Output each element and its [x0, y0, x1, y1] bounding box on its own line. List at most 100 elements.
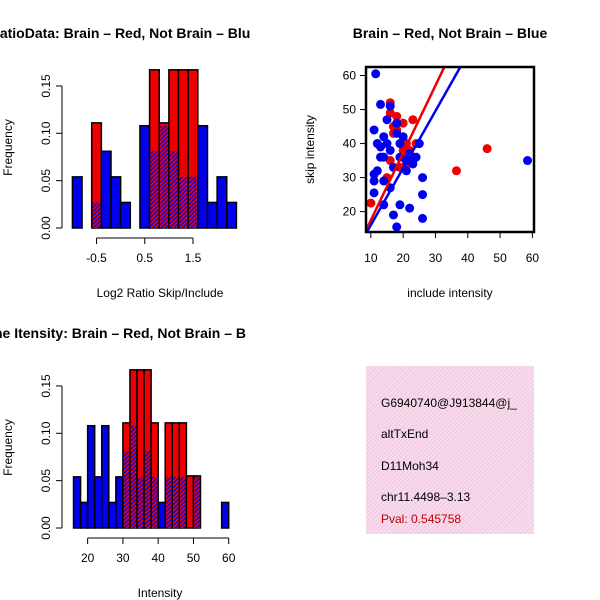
x-tick-label: 30	[116, 551, 130, 565]
x-axis: -0.5 0.5 1.5	[86, 237, 202, 265]
scatter-point-not-brain	[379, 176, 389, 186]
y-tick-label: 0.10	[39, 121, 53, 145]
scatter-point-not-brain	[388, 210, 398, 220]
y-axis-label: Frequency	[1, 119, 15, 176]
histogram-bar-not-brain	[86, 424, 96, 529]
scatter-point-not-brain	[371, 69, 381, 79]
histogram-bar-overlap	[166, 476, 172, 528]
y-tick-label: 20	[343, 205, 357, 219]
scatter-point-not-brain	[382, 139, 392, 149]
scatter-point-not-brain	[395, 139, 405, 149]
histogram-bar-not-brain	[110, 176, 122, 229]
x-tick-label: 0.5	[136, 251, 153, 265]
plot-frame	[364, 65, 536, 234]
histogram-bar-not-brain	[226, 201, 238, 229]
ratio-hist: 0.00 0.05 0.10 0.15 -0.5 0.5 1.5 RatioData: Bra…	[0, 25, 250, 300]
scatter-point-brain	[482, 144, 492, 154]
histogram-bar-not-brain	[108, 501, 117, 529]
histogram-bar-overlap	[138, 476, 144, 528]
histogram-bar-overlap	[130, 425, 137, 528]
y-tick-label: 0.00	[39, 516, 53, 540]
y-tick-label: 40	[343, 137, 357, 151]
scatter-point-not-brain	[523, 156, 533, 166]
scatter-point-not-brain	[392, 118, 402, 128]
y-axis-label: Frequency	[1, 419, 15, 476]
event-info-panel: G6940740@J913844@j_ altTxEnd D11Moh34 ch…	[366, 366, 534, 534]
scatter-point-not-brain	[392, 128, 402, 138]
scatter-plot-area	[366, 67, 533, 232]
x-axis-label: Log2 Ratio Skip/Include	[97, 286, 224, 300]
chart-title: RatioData: Brain – Red, Not Brain – Blu	[0, 25, 250, 41]
scatter-point-not-brain	[385, 101, 395, 111]
y-axis: 0.00 0.05 0.10 0.15	[39, 374, 63, 540]
histogram-bar-not-brain	[119, 201, 132, 229]
histogram-bar-overlap	[169, 151, 178, 228]
scatter-point-not-brain	[411, 152, 421, 162]
histogram-bar-not-brain	[79, 501, 89, 529]
histogram-bar-not-brain	[206, 201, 218, 229]
y-tick-label: 0.00	[39, 216, 53, 240]
y-tick-label: 0.05	[39, 469, 53, 493]
intensity-hist: 0.00 0.05 0.10 0.15 20 30 40 50 60 ne Itensity: B…	[0, 325, 246, 600]
scatter-point-not-brain	[392, 222, 402, 232]
histogram-bar-overlap	[145, 451, 151, 528]
scatter-point-not-brain	[395, 200, 405, 210]
x-tick-label: 40	[461, 251, 475, 265]
scatter-point-not-brain	[369, 125, 379, 135]
y-axis: 0.00 0.05 0.10 0.15	[39, 74, 63, 240]
histogram-bar-not-brain	[216, 176, 228, 229]
y-tick-label: 0.15	[39, 74, 53, 98]
scatter-point-not-brain	[372, 166, 382, 176]
scatter-point-not-brain	[408, 159, 418, 169]
chart-title: Brain – Red, Not Brain – Blue	[353, 25, 548, 41]
scatter-point-not-brain	[418, 173, 428, 183]
histogram-bar-not-brain	[115, 476, 124, 529]
y-tick-label: 50	[343, 103, 357, 117]
x-axis: 10 20 30 40 50 60	[364, 232, 539, 265]
x-tick-label: 60	[526, 251, 540, 265]
fit-line-brain	[366, 67, 446, 231]
scatter-point-brain	[398, 118, 408, 128]
gene-name: D11Moh34	[381, 459, 439, 473]
x-tick-label: 1.5	[185, 251, 202, 265]
x-tick-label: 30	[429, 251, 443, 265]
scatter-point-not-brain	[418, 190, 428, 200]
histogram-bar-overlap	[123, 451, 129, 528]
histogram-bar-not-brain	[72, 476, 82, 529]
histogram-bar-brain	[185, 475, 195, 529]
scatter: 20 30 40 50 60 10 20 30 40 50 60 Brain – Red, Not B…	[303, 25, 547, 300]
x-tick-label: 20	[396, 251, 410, 265]
x-axis-label: include intensity	[407, 286, 492, 300]
scatter-point-brain	[392, 111, 402, 121]
histogram-bar-overlap	[152, 476, 158, 528]
histogram-bar-overlap	[179, 176, 188, 228]
y-axis-label: skip intensity	[303, 115, 317, 184]
scatter-point-not-brain	[379, 132, 389, 142]
histogram-bar-overlap	[180, 476, 186, 528]
x-tick-label: 20	[81, 551, 95, 565]
y-axis: 20 30 40 50 60	[343, 69, 366, 219]
event-id: G6940740@J913844@j_	[381, 396, 517, 410]
histogram-bar-not-brain	[100, 150, 112, 229]
scatter-point-not-brain	[369, 188, 379, 198]
y-tick-label: 60	[343, 69, 357, 83]
chart-title: ne Itensity: Brain – Red, Not Brain – B	[0, 325, 246, 341]
scatter-point-brain	[451, 166, 461, 176]
histogram-bar-not-brain	[93, 476, 103, 529]
scatter-point-not-brain	[385, 145, 395, 155]
histogram-bar-overlap	[173, 476, 179, 528]
x-axis-label: Intensity	[138, 586, 183, 600]
x-tick-label: 10	[364, 251, 378, 265]
y-tick-label: 0.10	[39, 421, 53, 445]
genomic-location: chr11.4498–3.13	[381, 490, 471, 504]
histogram-bar-not-brain	[139, 124, 151, 229]
x-tick-label: -0.5	[86, 251, 107, 265]
scatter-point-brain	[366, 198, 376, 208]
scatter-point-not-brain	[379, 152, 389, 162]
scatter-point-not-brain	[405, 203, 415, 213]
event-type: altTxEnd	[381, 427, 429, 441]
x-tick-label: 50	[187, 551, 201, 565]
y-tick-label: 0.05	[39, 169, 53, 193]
histogram-bar-overlap	[150, 151, 159, 228]
